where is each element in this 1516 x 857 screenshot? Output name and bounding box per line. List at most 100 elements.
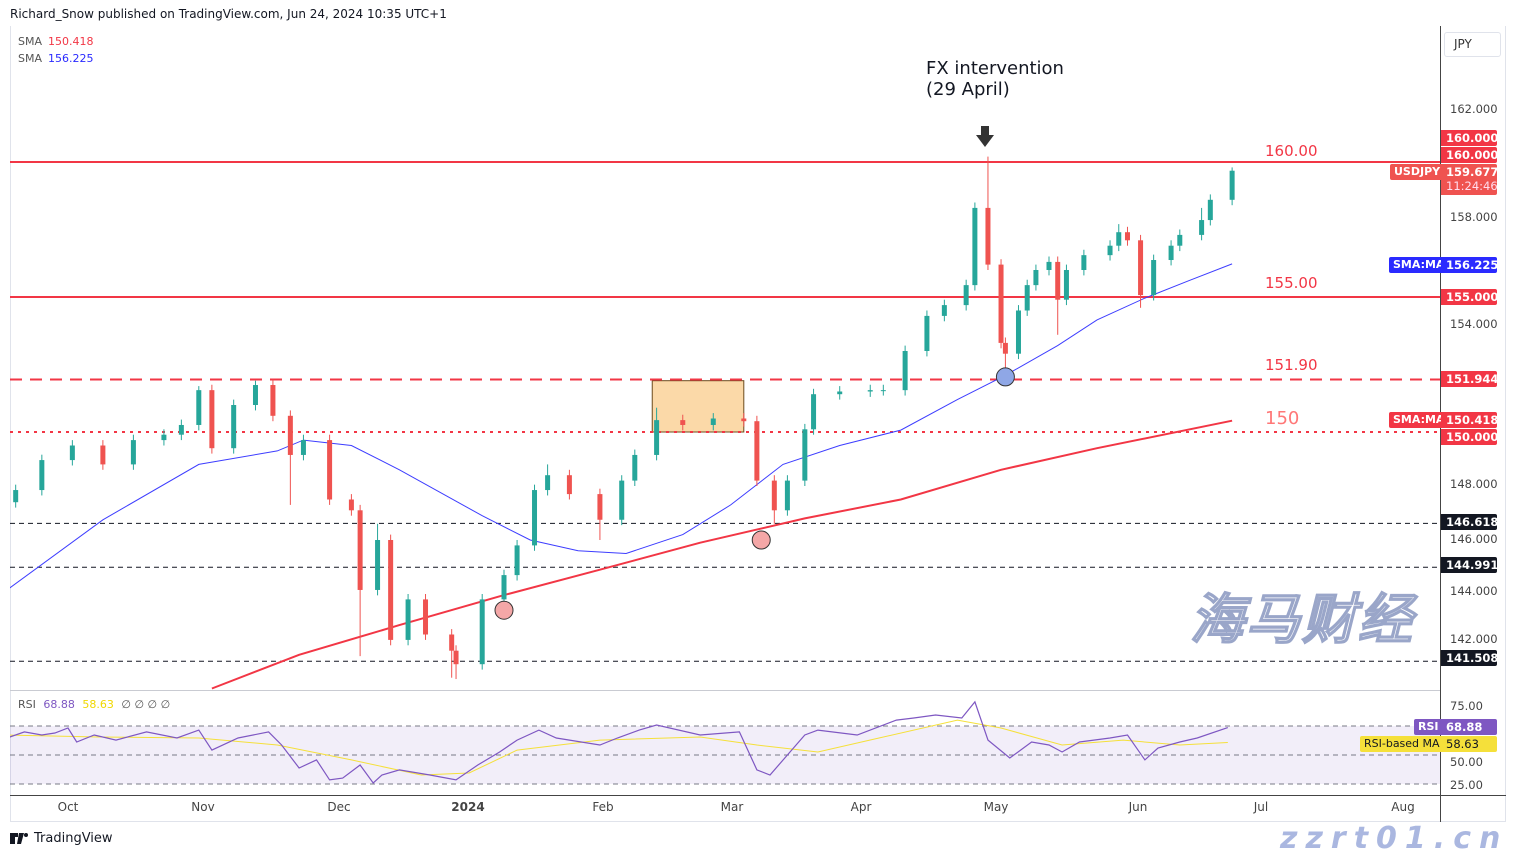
candle-body (252, 385, 258, 405)
rsi-label: RSI (18, 698, 36, 711)
x-tick: Nov (191, 800, 215, 814)
y-tick: 162.000 (1450, 102, 1498, 116)
y-tick: 146.000 (1450, 532, 1498, 546)
candle-body (532, 490, 538, 546)
rsi-tick: 25.00 (1450, 778, 1483, 792)
candle-body (1116, 232, 1122, 246)
candle-body (998, 264, 1004, 343)
candle-body (388, 540, 394, 640)
bar-countdown: 11:24:46 (1446, 179, 1498, 193)
x-tick: Feb (592, 800, 614, 814)
legend-label: SMA (18, 35, 42, 48)
sma-long-tag: 150.418 (1441, 412, 1498, 428)
pane-separator[interactable] (10, 690, 1440, 691)
highlight-circle (751, 530, 771, 550)
watermark-url: zzrt01.cn (1280, 821, 1509, 856)
rsi-value: 68.88 (43, 698, 75, 711)
candle-body (754, 421, 760, 481)
candle-body (880, 390, 886, 392)
candle-body (1177, 234, 1183, 246)
candle-body (985, 207, 991, 265)
x-tick: Jun (1128, 800, 1148, 814)
symbol-tag: USDJPY (1390, 164, 1445, 180)
candle-body (1024, 285, 1030, 311)
candle-body (784, 480, 790, 511)
sma-long-line (211, 419, 1233, 690)
candle-body (632, 454, 638, 481)
candle-body (566, 475, 572, 495)
candle-body (545, 475, 551, 491)
candle-body (1207, 199, 1213, 221)
rsi-legend[interactable]: RSI 68.88 58.63 ∅ ∅ ∅ ∅ (18, 698, 170, 711)
candle-body (449, 634, 455, 651)
candle-body (972, 207, 978, 286)
candle-body (327, 440, 333, 500)
candle-body (196, 390, 202, 425)
price-tag-160: 160.000 (1441, 130, 1498, 146)
rsi-tick: 75.00 (1450, 699, 1483, 713)
level-label-155: 155.00 (1265, 274, 1318, 292)
legend-sma-long[interactable]: SMA 150.418 (18, 35, 94, 48)
candle-body (1124, 232, 1130, 241)
highlight-circle (995, 367, 1015, 387)
chart-frame (10, 26, 1506, 822)
level-label-151-90: 151.90 (1265, 356, 1318, 374)
candle-body (837, 391, 843, 395)
candle-body (453, 650, 459, 665)
candle-body (405, 599, 411, 640)
y-tick: 148.000 (1450, 477, 1498, 491)
candle-body (867, 390, 873, 392)
watermark: 海马财经 (1189, 587, 1414, 652)
candle-body (100, 445, 106, 465)
candle-body (514, 545, 520, 576)
rsi-ma-tag: 58.63 (1441, 736, 1497, 752)
candle-body (69, 445, 75, 461)
x-tick: 2024 (451, 800, 485, 814)
last-price-tag: 159.677 11:24:46 (1441, 164, 1498, 195)
legend-sma-short[interactable]: SMA 156.225 (18, 52, 94, 65)
price-tag-150: 150.000 (1441, 429, 1498, 445)
rsi-pane[interactable] (7, 700, 1440, 785)
candle-body (1138, 240, 1144, 296)
price-pane[interactable] (7, 156, 1440, 690)
candle-body (1151, 260, 1157, 296)
candle-body (597, 494, 603, 520)
candle-body (941, 305, 947, 316)
candle-body (1063, 270, 1069, 300)
annotation-arrow (976, 126, 994, 147)
sma-short-tag: 156.225 (1441, 257, 1498, 273)
price-tag-155: 155.000 (1441, 289, 1498, 305)
brand-name: TradingView (34, 831, 113, 846)
price-tag-146-618: 146.618 (1441, 514, 1498, 530)
fx-intervention-annotation: FX intervention (29 April) (926, 58, 1064, 100)
candle-body (1229, 170, 1235, 200)
price-tag-141-508: 141.508 (1441, 650, 1498, 666)
currency-button[interactable]: JPY (1444, 32, 1501, 57)
price-tag-144-991: 144.991 (1441, 557, 1498, 573)
candle-body (39, 460, 45, 491)
time-axis-border (10, 795, 1506, 796)
level-label-150: 150 (1265, 408, 1300, 429)
x-tick: Dec (327, 800, 351, 814)
candle-body (619, 480, 625, 520)
rsi-tag-label: RSI (1414, 719, 1443, 735)
candle-body (710, 418, 716, 425)
candle-body (1199, 220, 1205, 235)
candle-body (161, 434, 167, 441)
tradingview-logo[interactable]: TradingView (10, 831, 113, 846)
rsi-tag: 68.88 (1441, 719, 1497, 735)
rsi-line (10, 700, 1228, 784)
legend-label: SMA (18, 52, 42, 65)
tradingview-logo-icon (10, 833, 28, 844)
candle-body (1033, 270, 1039, 286)
rsi-extra-values: ∅ ∅ ∅ ∅ (121, 698, 171, 711)
rsi-ma-value: 58.63 (82, 698, 114, 711)
candle-body (811, 394, 817, 430)
candle-body (501, 575, 507, 600)
publisher-line: Richard_Snow published on TradingView.co… (10, 7, 447, 21)
candle-body (1168, 245, 1174, 261)
arrow-down-icon-head (976, 135, 994, 147)
candle-body (963, 285, 969, 306)
y-tick: 144.000 (1450, 584, 1498, 598)
